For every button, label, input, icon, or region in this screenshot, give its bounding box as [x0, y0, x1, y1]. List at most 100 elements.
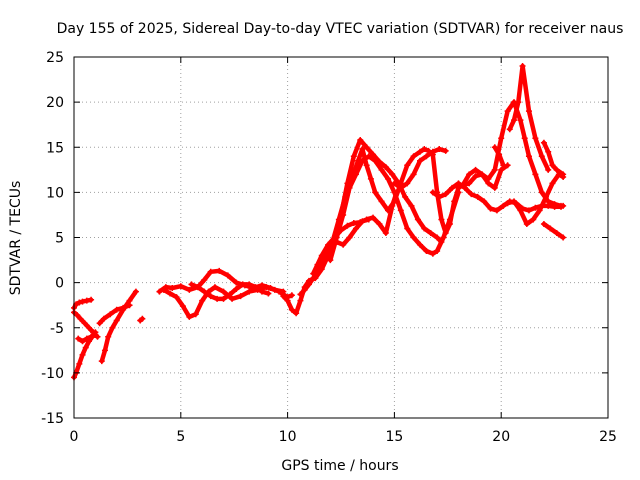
data-point-marker [485, 180, 492, 187]
data-point-marker [363, 162, 370, 169]
data-point-marker [491, 144, 498, 151]
data-point-marker [305, 281, 312, 288]
data-point-marker [340, 241, 347, 248]
data-point-marker [179, 303, 186, 310]
y-tick-label: -10 [41, 366, 64, 382]
data-point-marker [352, 171, 359, 178]
data-point-marker [333, 239, 340, 246]
y-tick-label: 0 [55, 276, 64, 292]
data-point-marker [83, 335, 90, 342]
data-point-marker [500, 202, 507, 209]
data-point-marker [359, 157, 366, 164]
data-point-marker [318, 252, 325, 259]
data-point-marker [98, 358, 105, 365]
data-point-marker [233, 285, 240, 292]
data-point-marker [545, 148, 552, 155]
data-point-marker [545, 202, 552, 209]
data-point-marker [551, 203, 558, 210]
data-point-marker [211, 284, 218, 291]
data-point-marker [421, 225, 428, 232]
data-point-marker [384, 175, 391, 182]
y-tick-label: -15 [41, 411, 64, 427]
data-point-marker [421, 146, 428, 153]
data-point-marker [314, 261, 321, 268]
data-point-marker [472, 173, 479, 180]
data-point-marker [288, 306, 295, 313]
data-point-marker [434, 234, 441, 241]
data-point-marker [214, 295, 221, 302]
data-point-marker [85, 324, 92, 331]
data-point-marker [474, 193, 481, 200]
data-point-marker [100, 315, 107, 322]
data-point-marker [81, 320, 88, 327]
data-point-marker [107, 311, 114, 318]
data-point-marker [414, 216, 421, 223]
data-point-marker [410, 153, 417, 160]
data-point-marker [402, 193, 409, 200]
data-point-marker [493, 207, 500, 214]
data-point-marker [297, 291, 304, 298]
data-point-marker [359, 218, 366, 225]
data-point-marker [237, 293, 244, 300]
y-tick-label: 5 [55, 231, 64, 247]
data-point-marker [459, 182, 466, 189]
data-point-marker [160, 286, 167, 293]
data-point-marker [378, 166, 385, 173]
y-axis-label: SDTVAR / TECUs [8, 181, 24, 296]
data-point-marker [446, 216, 453, 223]
data-point-marker [506, 126, 513, 133]
data-point-marker [521, 135, 528, 142]
data-point-marker [517, 117, 524, 124]
data-point-marker [194, 284, 201, 291]
data-point-marker [226, 291, 233, 298]
data-point-marker [519, 63, 526, 70]
data-point-marker [192, 311, 199, 318]
data-point-marker [246, 281, 253, 288]
data-point-marker [325, 241, 332, 248]
data-point-marker [468, 191, 475, 198]
data-point-marker [207, 293, 214, 300]
data-point-marker [370, 151, 377, 158]
data-point-marker [382, 229, 389, 236]
data-point-marker [372, 157, 379, 164]
data-point-marker [252, 284, 259, 291]
x-tick-label: 5 [176, 429, 185, 445]
data-point-marker [517, 207, 524, 214]
data-point-marker [132, 288, 139, 295]
data-point-marker [201, 276, 208, 283]
data-point-marker [397, 184, 404, 191]
data-point-marker [538, 189, 545, 196]
data-point-marker [436, 146, 443, 153]
data-point-marker [188, 281, 195, 288]
data-point-marker [417, 157, 424, 164]
data-point-marker [76, 299, 83, 306]
data-point-marker [455, 189, 462, 196]
data-point-marker [101, 347, 108, 354]
x-tick-label: 10 [279, 429, 297, 445]
data-point-marker [239, 281, 246, 288]
data-trace [541, 221, 566, 240]
data-point-marker [553, 229, 560, 236]
data-point-marker [346, 184, 353, 191]
data-point-marker [491, 184, 498, 191]
x-tick-label: 20 [492, 429, 510, 445]
data-point-marker [530, 216, 537, 223]
data-point-marker [440, 234, 447, 241]
data-trace [505, 172, 566, 227]
x-tick-label: 0 [70, 429, 79, 445]
data-trace [460, 163, 510, 191]
data-point-marker [77, 315, 84, 322]
data-point-marker [523, 220, 530, 227]
data-point-marker [410, 171, 417, 178]
data-point-marker [429, 148, 436, 155]
data-point-marker [76, 360, 83, 367]
data-point-marker [352, 225, 359, 232]
y-tick-label: 10 [46, 185, 64, 201]
data-point-marker [442, 147, 449, 154]
data-point-marker [169, 285, 176, 292]
data-point-marker [359, 146, 366, 153]
data-point-marker [558, 203, 565, 210]
data-point-marker [532, 135, 539, 142]
data-point-marker [410, 234, 417, 241]
data-point-marker [540, 220, 547, 227]
